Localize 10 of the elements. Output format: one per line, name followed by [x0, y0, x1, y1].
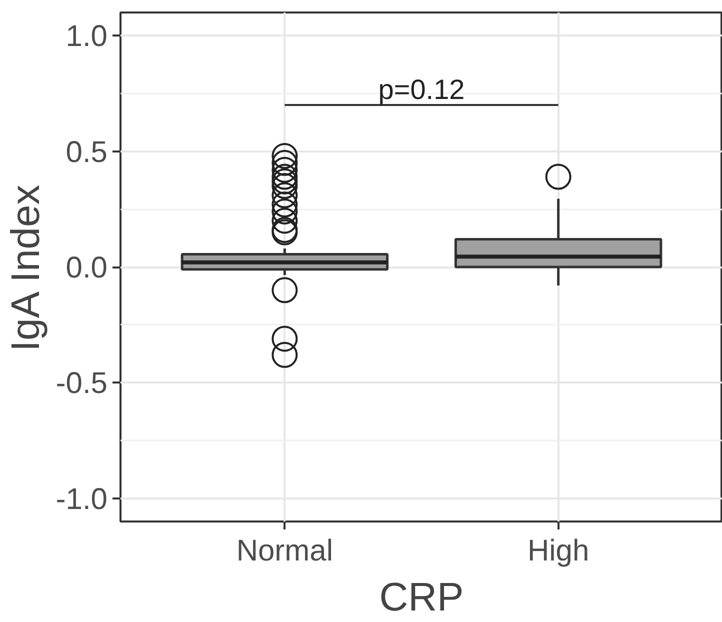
- y-tick-label: 0.0: [66, 252, 108, 284]
- x-tick-label: Normal: [236, 534, 334, 568]
- y-tick-label: 1.0: [66, 20, 108, 54]
- y-tick-label: -1.0: [56, 482, 108, 516]
- y-tick-label: -0.5: [56, 367, 108, 400]
- y-axis-title: IgA Index: [4, 184, 48, 352]
- y-tick-label: 0.5: [66, 136, 108, 169]
- x-axis-title: CRP: [379, 576, 464, 620]
- annotation: p=0.12: [378, 74, 465, 106]
- x-tick-label: High: [527, 534, 590, 568]
